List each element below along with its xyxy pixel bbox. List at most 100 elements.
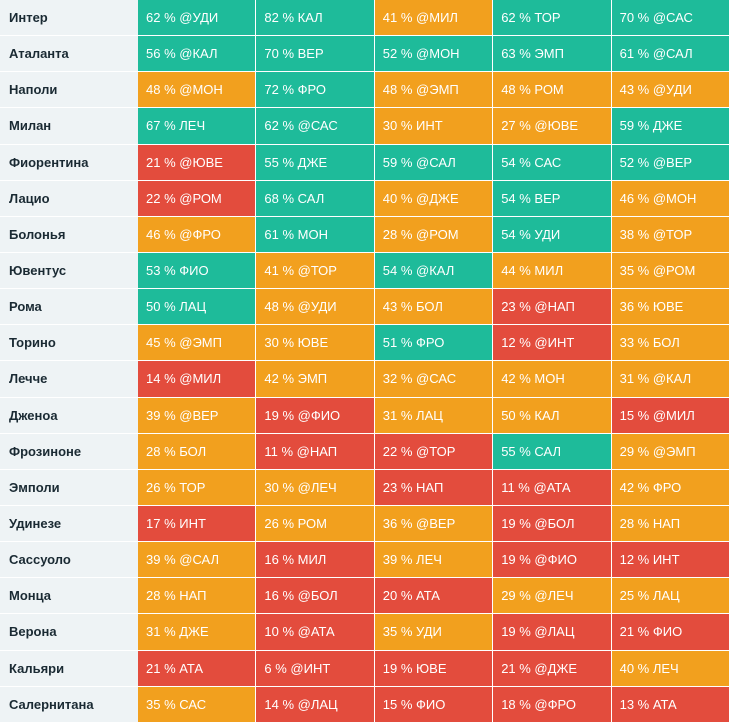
fixture-cell: 50 % КАЛ: [493, 397, 612, 434]
fixture-cell: 11 % @АТА: [493, 469, 612, 506]
fixture-cell: 26 % РОМ: [256, 505, 375, 543]
fixture-cell: 32 % @САС: [374, 361, 494, 398]
fixture-cell: 62 % @УДИ: [138, 0, 257, 37]
fixture-cell: 40 % ЛЕЧ: [611, 650, 730, 687]
team-name: Ювентус: [0, 252, 138, 290]
fixture-cell: 35 % @РОМ: [611, 252, 730, 290]
team-name: Кальяри: [0, 650, 138, 687]
fixture-cell: 54 % САС: [493, 144, 612, 181]
fixture-cell: 55 % ДЖЕ: [256, 144, 375, 181]
fixture-cell: 35 % УДИ: [374, 614, 494, 651]
fixture-cell: 21 % @ДЖЕ: [493, 650, 612, 687]
fixture-cell: 70 % ВЕР: [256, 36, 375, 73]
fixture-cell: 28 % НАП: [611, 505, 730, 543]
team-name: Дженоа: [0, 397, 138, 434]
fixture-cell: 48 % @УДИ: [256, 289, 375, 326]
team-name: Салернитана: [0, 686, 138, 723]
fixture-cell: 22 % @ТОР: [374, 433, 494, 470]
fixture-cell: 62 % @САС: [256, 108, 375, 145]
fixture-cell: 20 % АТА: [374, 578, 494, 615]
fixture-cell: 52 % @МОН: [374, 36, 494, 73]
fixture-cell: 15 % ФИО: [374, 686, 494, 723]
fixture-cell: 19 % @ФИО: [493, 542, 612, 579]
team-name: Наполи: [0, 72, 138, 109]
fixture-cell: 10 % @АТА: [256, 614, 375, 651]
fixture-cell: 30 % @ЛЕЧ: [256, 469, 375, 506]
fixture-cell: 19 % @ФИО: [256, 397, 375, 434]
fixture-cell: 12 % ИНТ: [611, 542, 730, 579]
fixture-cell: 45 % @ЭМП: [138, 325, 257, 362]
fixture-cell: 54 % УДИ: [493, 216, 612, 253]
fixture-cell: 28 % @РОМ: [374, 216, 494, 253]
fixture-cell: 13 % АТА: [611, 686, 730, 723]
fixture-cell: 52 % @ВЕР: [611, 144, 730, 181]
fixture-cell: 42 % ФРО: [611, 469, 730, 506]
fixture-cell: 21 % @ЮВЕ: [138, 144, 257, 181]
team-name: Интер: [0, 0, 138, 37]
fixture-cell: 21 % АТА: [138, 650, 257, 687]
fixture-cell: 33 % БОЛ: [611, 325, 730, 362]
fixture-cell: 67 % ЛЕЧ: [138, 108, 257, 145]
fixture-cell: 36 % ЮВЕ: [611, 289, 730, 326]
fixture-cell: 18 % @ФРО: [493, 686, 612, 723]
fixture-cell: 21 % ФИО: [611, 614, 730, 651]
team-name: Болонья: [0, 216, 138, 253]
fixture-cell: 19 % ЮВЕ: [374, 650, 494, 687]
fixture-cell: 14 % @МИЛ: [138, 361, 257, 398]
fixture-cell: 16 % МИЛ: [256, 542, 375, 579]
fixture-cell: 16 % @БОЛ: [256, 578, 375, 615]
fixture-cell: 29 % @ЛЕЧ: [493, 578, 612, 615]
team-name: Фрозиноне: [0, 433, 138, 470]
fixture-cell: 48 % @МОН: [138, 72, 257, 109]
fixture-cell: 23 % НАП: [374, 469, 494, 506]
team-name: Рома: [0, 289, 138, 326]
fixture-cell: 22 % @РОМ: [138, 180, 257, 217]
fixture-cell: 31 % @КАЛ: [611, 361, 730, 398]
fixture-cell: 42 % МОН: [493, 361, 612, 398]
team-name: Сассуоло: [0, 542, 138, 579]
fixture-cell: 82 % КАЛ: [256, 0, 375, 37]
fixture-cell: 54 % ВЕР: [493, 180, 612, 217]
fixture-cell: 42 % ЭМП: [256, 361, 375, 398]
fixture-cell: 38 % @ТОР: [611, 216, 730, 253]
fixture-cell: 55 % САЛ: [493, 433, 612, 470]
fixture-cell: 59 % @САЛ: [374, 144, 494, 181]
fixture-cell: 36 % @ВЕР: [374, 505, 494, 543]
fixture-cell: 6 % @ИНТ: [256, 650, 375, 687]
fixture-cell: 61 % @САЛ: [611, 36, 730, 73]
fixture-cell: 54 % @КАЛ: [374, 252, 494, 290]
team-name: Эмполи: [0, 469, 138, 506]
fixture-cell: 11 % @НАП: [256, 433, 375, 470]
fixture-cell: 43 % @УДИ: [611, 72, 730, 109]
fixture-cell: 40 % @ДЖЕ: [374, 180, 494, 217]
team-name: Верона: [0, 614, 138, 651]
fixture-cell: 29 % @ЭМП: [611, 433, 730, 470]
fixture-cell: 14 % @ЛАЦ: [256, 686, 375, 723]
team-name: Милан: [0, 108, 138, 145]
fixture-cell: 15 % @МИЛ: [611, 397, 730, 434]
fixture-cell: 48 % РОМ: [493, 72, 612, 109]
fixture-cell: 39 % ЛЕЧ: [374, 542, 494, 579]
team-name: Удинезе: [0, 505, 138, 543]
fixture-cell: 59 % ДЖЕ: [611, 108, 730, 145]
fixture-cell: 56 % @КАЛ: [138, 36, 257, 73]
fixture-cell: 25 % ЛАЦ: [611, 578, 730, 615]
fixture-cell: 46 % @ФРО: [138, 216, 257, 253]
fixture-cell: 35 % САС: [138, 686, 257, 723]
fixture-cell: 39 % @САЛ: [138, 542, 257, 579]
fixture-cell: 63 % ЭМП: [493, 36, 612, 73]
fixture-cell: 62 % ТОР: [493, 0, 612, 37]
fixture-cell: 39 % @ВЕР: [138, 397, 257, 434]
fixture-cell: 19 % @ЛАЦ: [493, 614, 612, 651]
fixture-cell: 31 % ЛАЦ: [374, 397, 494, 434]
fixture-cell: 30 % ИНТ: [374, 108, 494, 145]
fixture-cell: 51 % ФРО: [374, 325, 494, 362]
fixture-cell: 68 % САЛ: [256, 180, 375, 217]
fixture-cell: 28 % БОЛ: [138, 433, 257, 470]
fixture-cell: 72 % ФРО: [256, 72, 375, 109]
fixture-cell: 12 % @ИНТ: [493, 325, 612, 362]
fixture-cell: 41 % @ТОР: [256, 252, 375, 290]
fixture-cell: 30 % ЮВЕ: [256, 325, 375, 362]
team-name: Лечче: [0, 361, 138, 398]
